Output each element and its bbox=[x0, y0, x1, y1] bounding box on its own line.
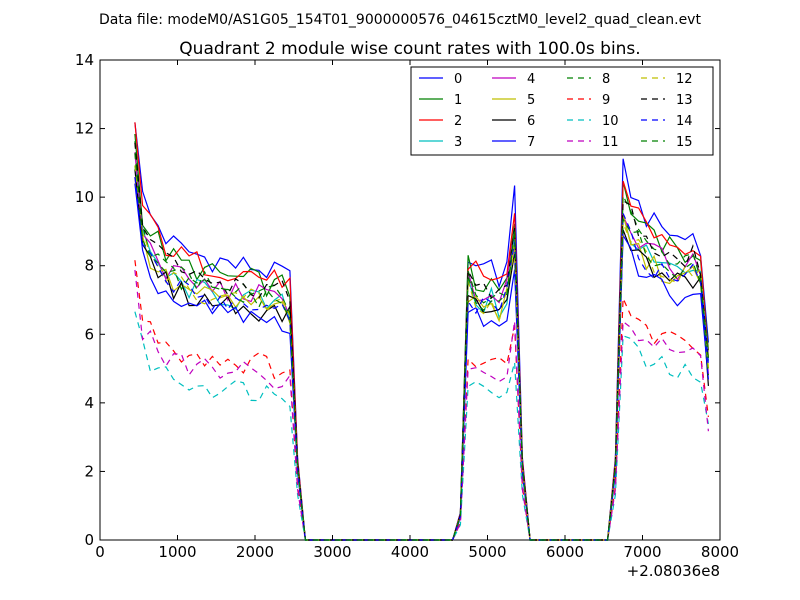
x-offset-label: +2.08036e8 bbox=[627, 562, 720, 580]
y-tick-label: 2 bbox=[84, 462, 94, 480]
legend-label-0: 0 bbox=[454, 72, 462, 87]
legend-label-7: 7 bbox=[527, 135, 535, 150]
x-tick-label: 1000 bbox=[158, 543, 196, 561]
legend-label-6: 6 bbox=[527, 114, 535, 129]
legend-label-4: 4 bbox=[527, 72, 535, 87]
legend-label-8: 8 bbox=[602, 72, 610, 87]
x-tick-label: 6000 bbox=[546, 543, 584, 561]
series-line-14 bbox=[134, 176, 709, 541]
legend-label-12: 12 bbox=[676, 72, 693, 87]
legend-label-9: 9 bbox=[602, 93, 610, 108]
legend-label-2: 2 bbox=[454, 114, 462, 129]
x-tick-label: 5000 bbox=[468, 543, 506, 561]
y-tick-label: 0 bbox=[84, 531, 94, 549]
y-tick-label: 12 bbox=[75, 120, 94, 138]
legend-box bbox=[410, 66, 714, 156]
series-group bbox=[134, 122, 709, 541]
legend-label-3: 3 bbox=[454, 135, 462, 150]
y-tick-label: 10 bbox=[75, 188, 94, 206]
legend-label-13: 13 bbox=[676, 93, 693, 108]
y-tick-label: 8 bbox=[84, 257, 94, 275]
legend-label-15: 15 bbox=[676, 135, 693, 150]
x-tick-label: 0 bbox=[95, 543, 105, 561]
y-tick-label: 4 bbox=[84, 394, 94, 412]
legend-label-10: 10 bbox=[602, 114, 619, 129]
suptitle: Data file: modeM0/AS1G05_154T01_90000005… bbox=[99, 12, 701, 28]
legend-label-1: 1 bbox=[454, 93, 462, 108]
legend-label-5: 5 bbox=[527, 93, 535, 108]
x-tick-label: 3000 bbox=[313, 543, 351, 561]
x-tick-label: 2000 bbox=[236, 543, 274, 561]
y-tick-label: 6 bbox=[84, 325, 94, 343]
x-tick-label: 4000 bbox=[391, 543, 429, 561]
y-tick-label: 14 bbox=[75, 51, 94, 69]
tick-group: 0 1000 2000 3000 4000 5000 6000 7000 80000246810… bbox=[75, 51, 739, 561]
x-tick-label: 8000 bbox=[701, 543, 739, 561]
series-line-10 bbox=[134, 311, 709, 541]
chart-title: Quadrant 2 module wise count rates with … bbox=[179, 39, 640, 59]
legend-label-14: 14 bbox=[676, 114, 693, 129]
x-tick-label: 7000 bbox=[623, 543, 661, 561]
legend-label-11: 11 bbox=[602, 135, 619, 150]
